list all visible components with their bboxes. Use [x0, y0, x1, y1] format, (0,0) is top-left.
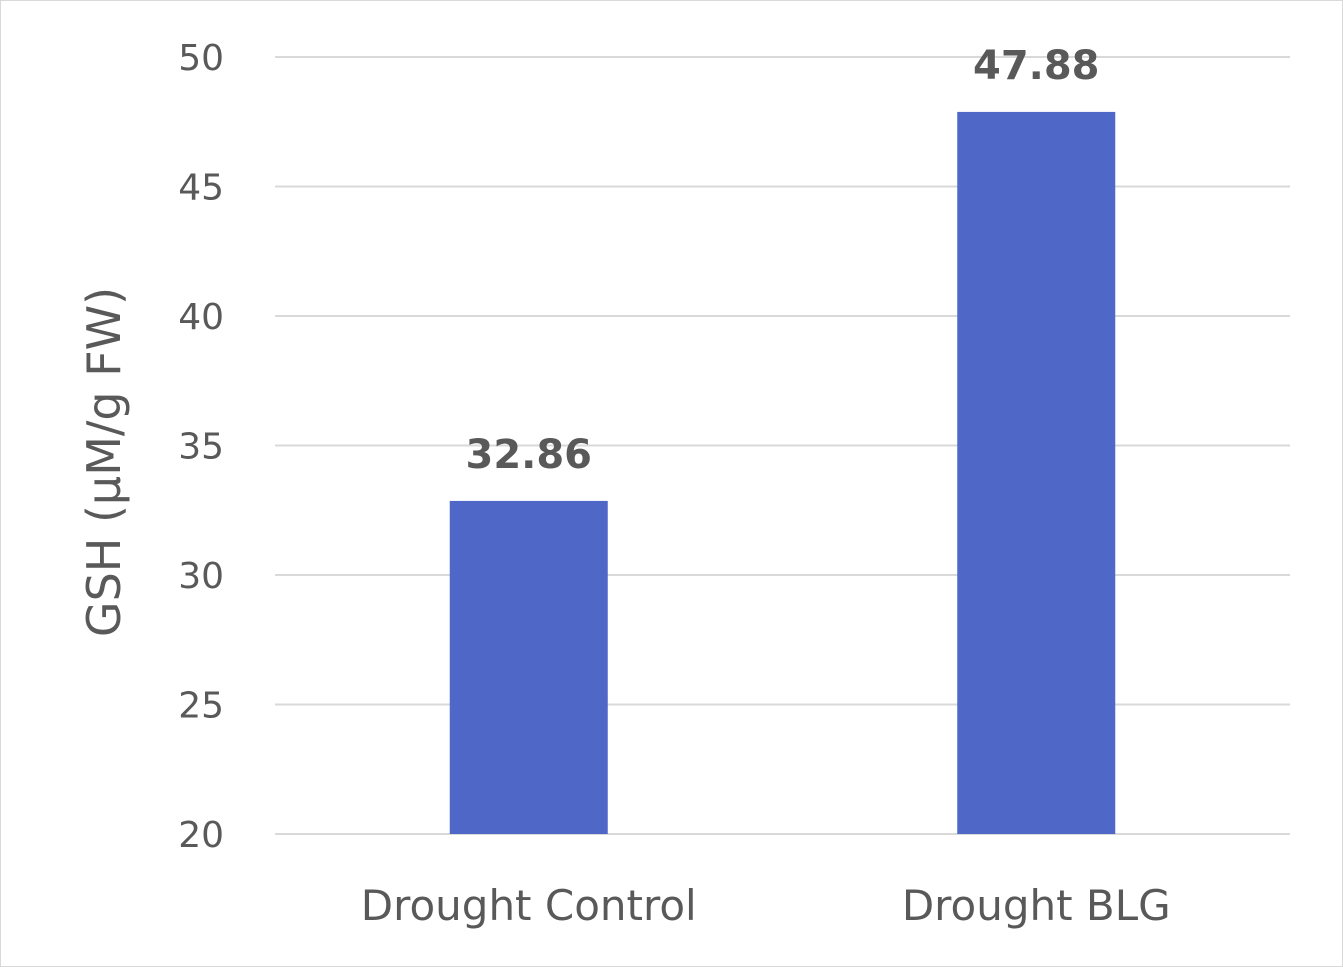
x-category-label: Drought Control	[361, 881, 697, 930]
data-label: 47.88	[973, 43, 1100, 89]
y-axis-title: GSH (µM/g FW)	[77, 287, 131, 637]
data-label: 32.86	[465, 432, 592, 478]
y-tick-label: 25	[178, 686, 224, 727]
bar-drought-control	[449, 500, 608, 834]
y-tick-label: 50	[178, 38, 224, 79]
y-tick-label: 45	[178, 168, 224, 209]
bar-drought-blg	[957, 111, 1116, 834]
gridlines	[275, 56, 1290, 835]
y-tick-label: 35	[178, 427, 224, 468]
x-category-label: Drought BLG	[902, 881, 1171, 930]
y-tick-label: 20	[178, 815, 224, 856]
y-tick-label: 40	[178, 297, 224, 338]
data-labels: 32.86 47.88	[465, 43, 1099, 478]
y-tick-label: 30	[178, 556, 224, 597]
bars	[449, 111, 1116, 834]
y-tick-labels: 20 25 30 35 40 45 50	[178, 38, 224, 856]
x-category-labels: Drought Control Drought BLG	[361, 881, 1171, 930]
